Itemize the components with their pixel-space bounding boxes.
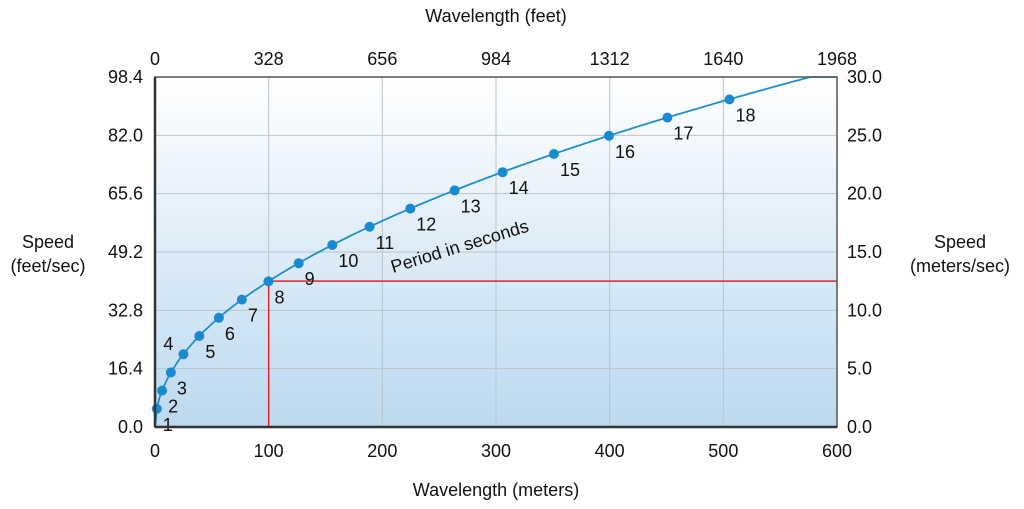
x-tick-label-top: 0	[150, 49, 160, 69]
y-tick-label-left: 82.0	[108, 125, 143, 145]
data-point	[178, 349, 189, 360]
data-point-label: 14	[509, 178, 529, 198]
x-tick-label-top: 1640	[703, 49, 743, 69]
x-tick-label-top: 1968	[817, 49, 857, 69]
y-tick-label-right: 0.0	[847, 417, 872, 437]
x-tick-label-bottom: 400	[595, 441, 625, 461]
data-point	[157, 385, 168, 396]
data-point-label: 2	[168, 397, 178, 417]
data-point-label: 17	[673, 124, 693, 144]
data-point-label: 15	[560, 160, 580, 180]
x-tick-label-bottom: 600	[822, 441, 852, 461]
data-point	[236, 294, 247, 305]
y-tick-label-right: 20.0	[847, 184, 882, 204]
data-point-label: 12	[416, 215, 436, 235]
x-axis-title-top: Wavelength (feet)	[425, 6, 566, 26]
x-tick-label-bottom: 100	[254, 441, 284, 461]
x-tick-label-top: 984	[481, 49, 511, 69]
x-tick-label-bottom: 500	[708, 441, 738, 461]
data-point	[327, 240, 338, 250]
data-point-label: 16	[615, 142, 635, 162]
data-point	[603, 130, 614, 141]
y-tick-label-right: 15.0	[847, 242, 882, 262]
data-point	[449, 185, 460, 196]
y-axis-title-right-line2: (meters/sec)	[910, 256, 1010, 276]
y-tick-label-left: 0.0	[118, 417, 143, 437]
x-tick-label-top: 656	[367, 49, 397, 69]
data-point-label: 7	[248, 306, 258, 326]
y-tick-label-left: 49.2	[108, 242, 143, 262]
x-axis-title-bottom: Wavelength (meters)	[413, 480, 579, 500]
data-point-label: 8	[274, 287, 284, 307]
y-tick-label-right: 30.0	[847, 67, 882, 87]
data-point	[213, 312, 224, 323]
x-tick-label-top: 328	[254, 49, 284, 69]
data-point-label: 5	[205, 342, 215, 362]
data-point-label: 1	[163, 415, 173, 435]
y-tick-label-left: 32.8	[108, 300, 143, 320]
data-point	[165, 367, 176, 378]
data-point	[548, 149, 559, 159]
data-point	[194, 331, 205, 341]
data-point	[724, 94, 735, 105]
y-tick-label-left: 16.4	[108, 359, 143, 379]
x-tick-label-bottom: 0	[150, 441, 160, 461]
y-tick-label-right: 25.0	[847, 125, 882, 145]
x-tick-label-top: 1312	[590, 49, 630, 69]
data-point	[364, 221, 375, 232]
data-point	[497, 167, 508, 178]
data-point	[263, 276, 274, 287]
data-point-label: 18	[735, 105, 755, 125]
data-point-label: 6	[225, 324, 235, 344]
x-tick-label-bottom: 300	[481, 441, 511, 461]
y-tick-label-left: 65.6	[108, 184, 143, 204]
data-point	[405, 203, 416, 214]
y-axis-title-left-line2: (feet/sec)	[10, 256, 85, 276]
y-tick-label-right: 10.0	[847, 300, 882, 320]
data-point-label: 10	[338, 251, 358, 271]
y-axis-title-left-line1: Speed	[22, 232, 74, 252]
data-point	[662, 112, 673, 123]
y-tick-label-left: 98.4	[108, 67, 143, 87]
y-axis-title-right-line1: Speed	[934, 232, 986, 252]
data-point	[293, 258, 304, 269]
data-point-label: 13	[461, 196, 481, 216]
y-tick-label-right: 5.0	[847, 359, 872, 379]
data-point	[151, 403, 162, 414]
data-point-label: 9	[305, 269, 315, 289]
x-tick-label-bottom: 200	[367, 441, 397, 461]
data-point-label: 4	[163, 334, 173, 354]
data-point-label: 3	[177, 378, 187, 398]
data-point-label: 11	[376, 233, 395, 253]
